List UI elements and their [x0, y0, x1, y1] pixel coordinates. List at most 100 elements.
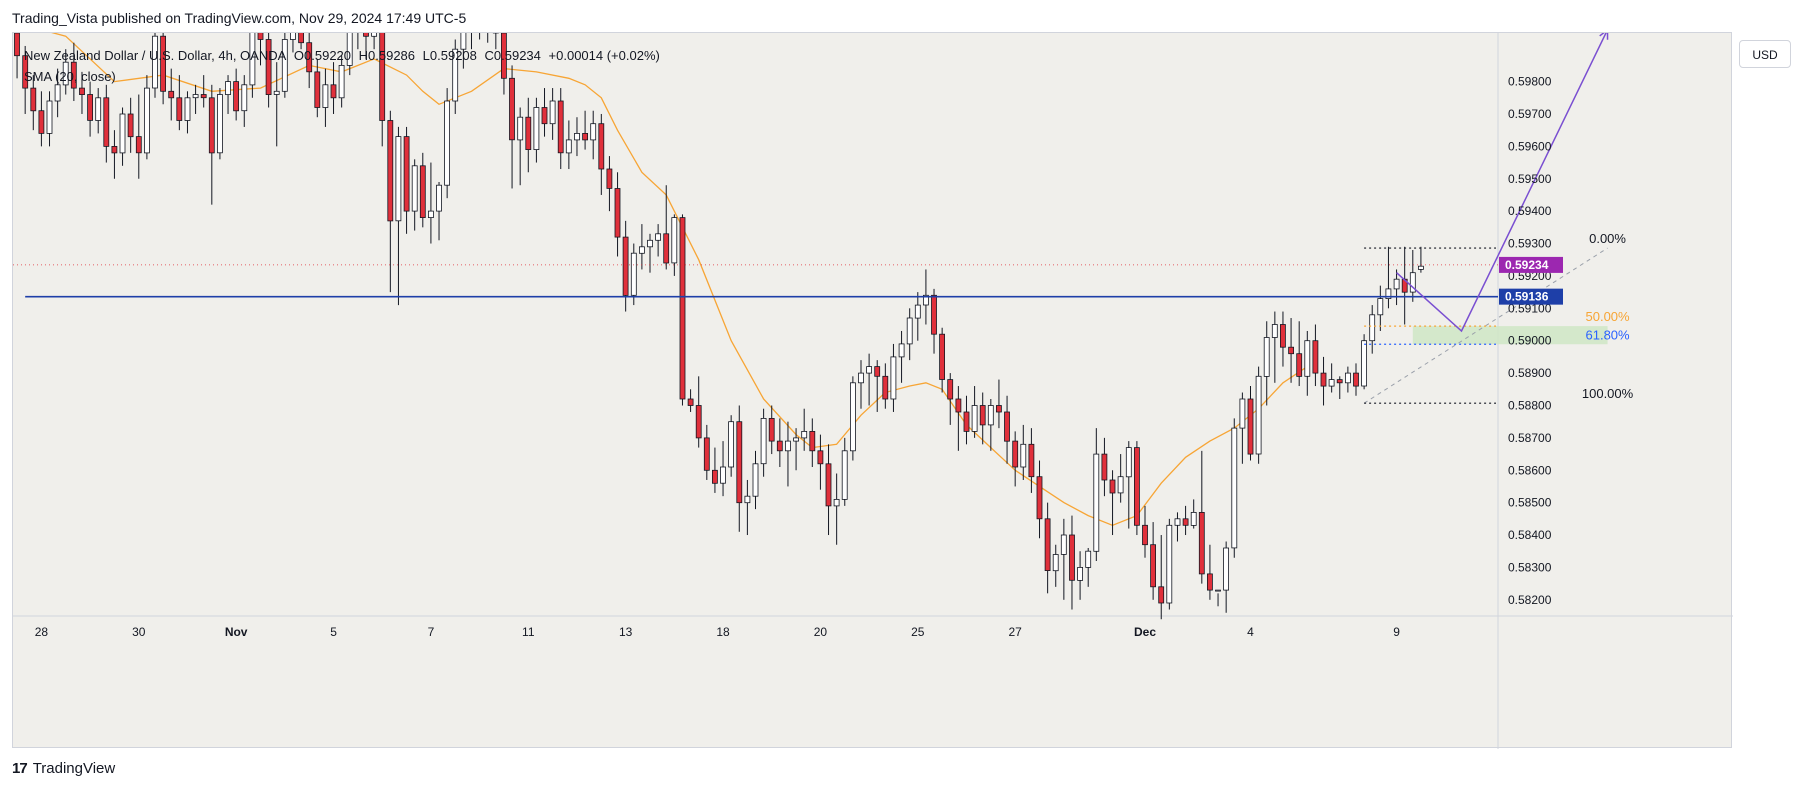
price-tick-label: 0.59100 [1508, 301, 1552, 315]
candle-body-up [119, 113, 126, 154]
price-tick-label: 0.58700 [1508, 431, 1552, 445]
candle [1369, 305, 1376, 354]
current-price-badge-bg [1499, 256, 1563, 273]
candle-body-up [1263, 337, 1270, 377]
candle [127, 97, 134, 153]
time-axis[interactable]: 28 30 Nov 5 7 11 13 18 20 25 27 Dec 4 9 [35, 625, 1400, 639]
candle [233, 68, 240, 121]
publisher-line: Trading_Vista published on TradingView.c… [12, 10, 467, 26]
candle-body-down [1182, 518, 1189, 526]
candle [655, 224, 661, 257]
candle-body-up [1223, 547, 1229, 591]
candle [143, 75, 150, 160]
candle [379, 33, 386, 147]
fib-level-label: 100.00% [1582, 386, 1634, 401]
candle-body-down [387, 120, 394, 222]
candle-body-down [1028, 443, 1035, 478]
candle [265, 33, 272, 108]
candle [833, 473, 840, 545]
candle-body-up [549, 100, 556, 125]
fib-level-label: 0.00% [1589, 231, 1626, 246]
candle [1207, 544, 1213, 600]
candle-body-up [241, 84, 248, 112]
candle [200, 75, 207, 108]
candle-body-up [647, 239, 653, 248]
candle-body-up [1271, 324, 1278, 338]
candle [996, 379, 1002, 429]
price-axis[interactable]: 0.58200 0.58300 0.58400 0.58500 0.58600 0.587… [1499, 75, 1563, 607]
candle-body-down [1044, 518, 1051, 571]
ohlc-change: +0.00014 (+0.02%) [548, 48, 660, 63]
candle [1190, 499, 1197, 529]
candle-body-down [233, 81, 240, 112]
candle [1231, 418, 1238, 558]
candle-body-up [793, 437, 799, 442]
symbol-legend: New Zealand Dollar / U.S. Dollar, 4h, OA… [24, 45, 664, 87]
chart-pane[interactable]: 0.00% 50.00% 61.80% 100.00% 0.58200 0.58300 0… [12, 32, 1733, 749]
candle [346, 33, 353, 76]
candle [160, 33, 167, 105]
candle-body-down [38, 110, 45, 134]
candle-body-up [744, 495, 751, 504]
candle-body-down [939, 333, 945, 380]
candle [825, 444, 832, 536]
candle [679, 214, 686, 406]
candle-body-up [1369, 314, 1376, 342]
candle [752, 450, 759, 510]
candle-body-up [411, 165, 418, 212]
candle [663, 185, 670, 270]
candle [452, 39, 459, 114]
candle [444, 88, 451, 199]
currency-button[interactable]: USD [1739, 40, 1791, 68]
candle-body-down [712, 469, 718, 484]
candle-body-down [768, 417, 775, 442]
candle-body-down [1296, 353, 1303, 377]
candle-body-down [111, 146, 118, 154]
price-tick-label: 0.59300 [1508, 237, 1552, 251]
candle-body-down [525, 116, 532, 150]
candle [947, 373, 954, 425]
brand-name: TradingView [32, 760, 116, 777]
candle-body-down [817, 450, 824, 465]
candle-body-down [582, 133, 588, 141]
candle-body-up [1060, 534, 1067, 555]
candle [1077, 551, 1083, 600]
candle [622, 220, 629, 312]
projection-path[interactable] [1396, 33, 1609, 333]
candle-body-down [306, 42, 313, 73]
candle [768, 405, 775, 455]
support-price-badge: 0.59136 [1505, 290, 1549, 304]
price-tick-label: 0.59400 [1508, 204, 1552, 218]
candle-body-down [208, 97, 215, 154]
candle [1377, 285, 1384, 331]
candle [1263, 321, 1270, 406]
candle-body-up [184, 97, 191, 121]
candle-body-up [590, 123, 597, 141]
candle-body-down [979, 405, 986, 426]
candle-body-down [955, 398, 962, 413]
candle [22, 45, 29, 114]
candle [971, 386, 978, 438]
candles-layer [14, 33, 1424, 620]
candle-body-up [460, 33, 467, 50]
chart-canvas[interactable]: 0.00%50.00%61.80%100.00% 0.582000.583000… [13, 33, 1733, 749]
support-line-layer[interactable] [13, 264, 1498, 298]
candle-body-up [436, 184, 442, 212]
candle-body-down [79, 87, 85, 95]
indicator-legend[interactable]: SMA (20, close) [24, 69, 116, 84]
candle-body-up [281, 39, 288, 92]
candle-body-down [22, 55, 29, 89]
candle [858, 360, 864, 409]
candle-body-up [371, 33, 378, 37]
candle-body-up [1117, 476, 1124, 494]
tradingview-brand[interactable]: 17 TradingView [12, 760, 115, 777]
candle-body-up [850, 382, 856, 452]
candle-body-down [70, 61, 77, 89]
candle-body-down [127, 113, 134, 138]
candle [1223, 541, 1229, 613]
candle [1101, 437, 1108, 497]
candle [931, 288, 937, 354]
candle [630, 243, 637, 306]
candle [38, 91, 45, 147]
candle [30, 75, 37, 131]
